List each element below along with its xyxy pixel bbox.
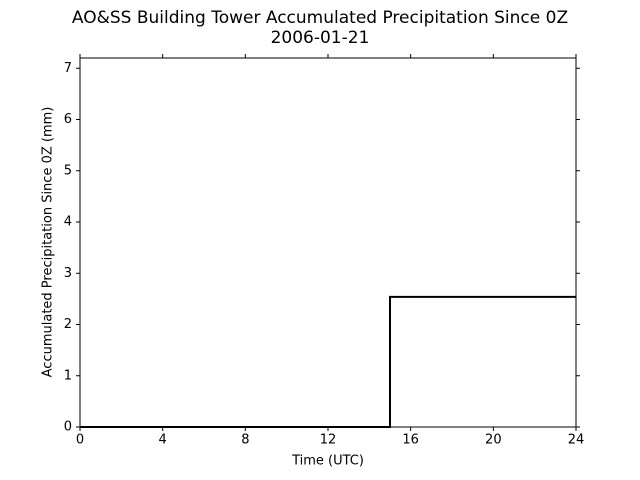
x-axis-label: Time (UTC) <box>291 454 364 469</box>
x-tick-label: 24 <box>568 433 585 448</box>
x-tick-label: 12 <box>320 433 337 448</box>
y-tick-label: 1 <box>64 368 72 383</box>
y-tick-label: 6 <box>64 112 72 127</box>
y-tick-label: 3 <box>64 266 72 281</box>
x-tick-label: 20 <box>485 433 502 448</box>
x-tick-label: 16 <box>402 433 419 448</box>
y-tick-label: 5 <box>64 163 72 178</box>
y-axis-label: Accumulated Precipitation Since 0Z (mm) <box>41 107 56 378</box>
x-tick-label: 4 <box>159 433 167 448</box>
chart-subtitle: 2006-01-21 <box>271 28 370 48</box>
y-tick-label: 4 <box>64 215 72 230</box>
y-tick-label: 7 <box>64 61 72 76</box>
plot-frame <box>79 57 577 428</box>
x-tick-label: 8 <box>241 433 249 448</box>
y-tick-label: 0 <box>64 420 72 435</box>
chart-title: AO&SS Building Tower Accumulated Precipi… <box>72 8 568 28</box>
y-tick-label: 2 <box>64 317 72 332</box>
x-tick-label: 0 <box>76 433 84 448</box>
